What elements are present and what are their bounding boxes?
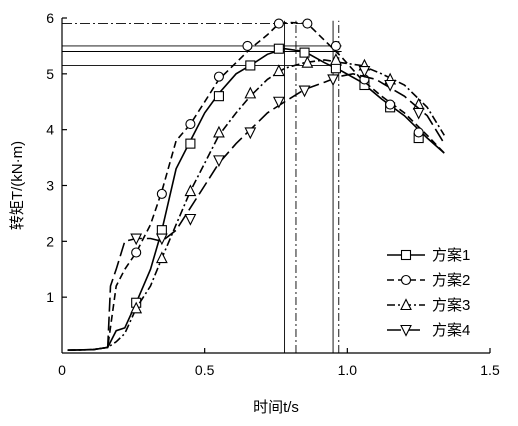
series-3-point-4 bbox=[213, 125, 225, 138]
series-3 bbox=[67, 53, 445, 351]
legend-label-3: 方案3 bbox=[432, 296, 470, 314]
legend-label-2: 方案2 bbox=[432, 271, 470, 289]
series-2-point-11 bbox=[413, 127, 424, 138]
series-2 bbox=[67, 18, 445, 351]
series-2-point-4 bbox=[213, 71, 224, 82]
axes bbox=[61, 18, 490, 354]
series-2-point-7 bbox=[302, 18, 313, 29]
series-4-point-10 bbox=[384, 79, 397, 92]
ticks: 1 2 3 4 5 6 0 0.5 1.0 1.5 bbox=[46, 10, 500, 378]
series-1-point-8 bbox=[330, 63, 341, 74]
series-1-point-7 bbox=[299, 47, 310, 58]
series-2-point-6 bbox=[273, 18, 284, 29]
y-tick-label-3: 3 bbox=[46, 178, 54, 194]
y-tick-label-1: 1 bbox=[46, 289, 54, 305]
legend-item-1: 方案1 bbox=[387, 246, 470, 264]
series-3-point-6 bbox=[272, 64, 285, 77]
series-4-point-9 bbox=[358, 65, 371, 78]
y-axis-label: 转矩T/(kN·m) bbox=[9, 141, 26, 230]
y-tick-label-6: 6 bbox=[46, 10, 54, 26]
series-4-point-5 bbox=[244, 127, 257, 140]
series-2-point-5 bbox=[242, 40, 253, 51]
legend-marker-2 bbox=[400, 274, 412, 286]
series-3-line bbox=[67, 59, 445, 351]
series-1-point-3 bbox=[185, 138, 196, 149]
y-tick-label-2: 2 bbox=[46, 233, 54, 249]
series-4-point-1 bbox=[130, 233, 143, 246]
series-4-point-3 bbox=[184, 213, 197, 226]
series-3-point-1 bbox=[130, 301, 143, 314]
y-tick-label-5: 5 bbox=[46, 66, 54, 82]
series-3-point-2 bbox=[155, 251, 168, 264]
series-4-point-2 bbox=[155, 233, 168, 246]
series-2-point-8 bbox=[330, 40, 341, 51]
legend-marker-1 bbox=[400, 249, 412, 261]
series-4-point-7 bbox=[298, 85, 311, 98]
series-4-point-8 bbox=[327, 74, 339, 87]
series-2-point-10 bbox=[385, 99, 396, 110]
series-2-point-1 bbox=[131, 247, 142, 258]
legend: 方案1 方案2 方案3 方案4 bbox=[387, 246, 470, 339]
reference-lines bbox=[62, 20, 342, 353]
series-3-point-7 bbox=[301, 55, 314, 68]
series-2-point-2 bbox=[156, 188, 167, 199]
series-3-point-8 bbox=[330, 53, 342, 65]
series-1-point-6 bbox=[273, 43, 284, 54]
legend-item-4: 方案4 bbox=[387, 321, 470, 339]
x-tick-label-2: 0.5 bbox=[195, 362, 215, 378]
legend-label-4: 方案4 bbox=[432, 321, 470, 339]
series-4-point-11 bbox=[412, 107, 425, 120]
legend-item-2: 方案2 bbox=[387, 271, 470, 289]
x-axis-label: 时间t/s bbox=[253, 399, 299, 416]
series-4 bbox=[67, 65, 445, 351]
y-tick-label-4: 4 bbox=[46, 122, 54, 138]
series-4-point-4 bbox=[213, 155, 225, 168]
x-tick-label-1: 0 bbox=[58, 362, 66, 378]
legend-marker-3 bbox=[400, 298, 412, 311]
legend-marker-4 bbox=[400, 324, 412, 337]
series-4-point-6 bbox=[272, 96, 285, 109]
series-4-line bbox=[67, 72, 445, 351]
series-2-point-3 bbox=[185, 119, 196, 130]
series-layer bbox=[67, 18, 445, 351]
series-1-point-4 bbox=[213, 91, 224, 102]
x-tick-label-4: 1.5 bbox=[480, 362, 500, 378]
legend-label-1: 方案1 bbox=[432, 246, 470, 264]
legend-item-3: 方案3 bbox=[387, 296, 470, 314]
series-1-point-5 bbox=[245, 60, 256, 71]
series-2-line bbox=[67, 21, 445, 351]
series-1-point-2 bbox=[156, 225, 167, 236]
series-3-point-5 bbox=[244, 86, 257, 99]
x-tick-label-3: 1.0 bbox=[338, 362, 358, 378]
series-3-point-3 bbox=[184, 184, 197, 197]
